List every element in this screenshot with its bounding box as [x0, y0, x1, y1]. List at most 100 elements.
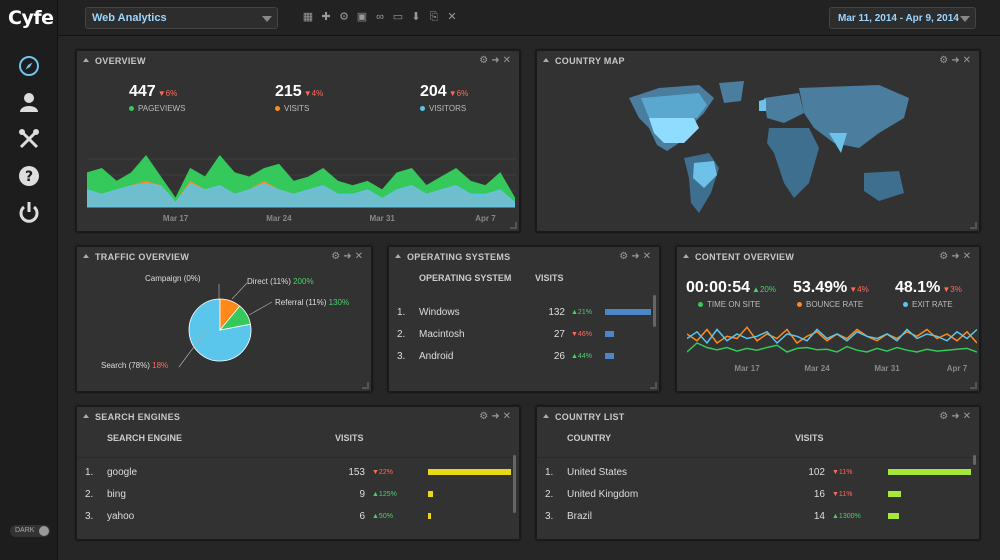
- resize-handle[interactable]: [970, 222, 977, 229]
- x-tick-label: Apr 7: [947, 364, 968, 373]
- table-row[interactable]: 2. Macintosh 27 ▼46%: [389, 325, 659, 347]
- download-icon[interactable]: ⬇: [411, 11, 421, 23]
- resize-handle[interactable]: [510, 222, 517, 229]
- widget-header: COUNTRY MAP: [537, 51, 979, 71]
- metric-change: ▼4%: [303, 89, 324, 98]
- add-icon[interactable]: ✚: [321, 11, 331, 23]
- dashboard-select[interactable]: Web Analytics: [85, 7, 278, 29]
- metric-value: 204: [420, 83, 447, 100]
- widget-title: COUNTRY LIST: [555, 412, 625, 422]
- widget-controls[interactable]: ⚙➜✕: [939, 411, 974, 422]
- metric-label: PAGEVIEWS: [138, 104, 186, 113]
- table-row[interactable]: 1. United States 102 ▼11%: [537, 463, 979, 485]
- grid-icon[interactable]: ▦: [302, 11, 314, 23]
- resize-handle[interactable]: [362, 382, 369, 389]
- visits-bar: [888, 491, 901, 497]
- collapse-icon[interactable]: [395, 254, 401, 258]
- legend-dot: [797, 302, 802, 308]
- pageviews-metric: 447 ▼6% PAGEVIEWS: [129, 83, 185, 113]
- table-row[interactable]: 3. Android 26 ▲44%: [389, 347, 659, 369]
- tools-icon[interactable]: [18, 128, 40, 150]
- date-range-picker[interactable]: Mar 11, 2014 - Apr 9, 2014: [829, 7, 976, 29]
- widget-controls[interactable]: ⚙➜✕: [479, 411, 514, 422]
- image-icon[interactable]: ▣: [356, 11, 368, 23]
- table-row[interactable]: 1. google 153 ▼22%: [77, 463, 519, 485]
- series-line-bounce-rate: [687, 326, 977, 345]
- x-tick-label: Mar 31: [370, 214, 396, 223]
- dark-mode-toggle[interactable]: DARK: [10, 525, 50, 537]
- table-row[interactable]: 2. United Kingdom 16 ▼11%: [537, 485, 979, 507]
- widget-header: CONTENT OVERVIEW: [677, 247, 979, 267]
- column-header: VISITS: [535, 273, 564, 283]
- pie-label-search: Search (78%) 18%: [101, 361, 169, 370]
- pie-slice-0: [188, 298, 252, 362]
- legend-dot: [420, 106, 425, 112]
- metric-label: VISITS: [284, 104, 310, 113]
- x-tick-label: Mar 31: [874, 364, 900, 373]
- x-tick-label: Mar 17: [163, 214, 189, 223]
- map-africa: [767, 128, 819, 198]
- table-row[interactable]: 3. Brazil 14 ▲1300%: [537, 507, 979, 521]
- widget-controls[interactable]: ⚙➜✕: [939, 55, 974, 66]
- metric-label: TIME ON SITE: [707, 300, 761, 309]
- metric-change: ▼4%: [849, 285, 869, 294]
- cyfe-logo: Cyfe: [8, 7, 54, 29]
- visits-bar: [888, 469, 971, 475]
- scrollbar[interactable]: [973, 455, 976, 465]
- power-icon[interactable]: [18, 201, 40, 223]
- widget-controls[interactable]: ⚙➜✕: [331, 251, 366, 262]
- column-header: COUNTRY: [567, 433, 612, 443]
- visits-bar: [888, 513, 899, 519]
- collapse-icon[interactable]: [543, 58, 549, 62]
- link-icon[interactable]: ∞: [376, 11, 384, 23]
- resize-handle[interactable]: [970, 382, 977, 389]
- widget-title: CONTENT OVERVIEW: [695, 252, 795, 262]
- gear-icon[interactable]: ⚙: [339, 11, 349, 23]
- metric-change: ▼6%: [157, 89, 178, 98]
- collapse-icon[interactable]: [83, 414, 89, 418]
- collapse-icon[interactable]: [543, 414, 549, 418]
- overview-area-chart: Mar 17 Mar 24 Mar 31 Apr 7: [87, 154, 515, 223]
- scrollbar[interactable]: [513, 455, 516, 513]
- metric-label: BOUNCE RATE: [806, 300, 864, 309]
- close-icon[interactable]: ✕: [447, 11, 457, 23]
- help-icon[interactable]: ?: [18, 165, 40, 187]
- visits-bar: [605, 331, 614, 337]
- widget-controls[interactable]: ⚙➜✕: [939, 251, 974, 262]
- pie-label-referral: Referral (11%) 130%: [275, 298, 350, 307]
- metric-value: 53.49%: [793, 279, 848, 296]
- series-area-visitors: [87, 182, 515, 208]
- country-map-widget: COUNTRY MAP ⚙➜✕: [536, 50, 980, 232]
- export-icon[interactable]: ⎘: [429, 11, 439, 23]
- widget-controls[interactable]: ⚙➜✕: [479, 55, 514, 66]
- user-icon[interactable]: [18, 91, 40, 113]
- visits-bar: [428, 491, 433, 497]
- collapse-icon[interactable]: [683, 254, 689, 258]
- monitor-icon[interactable]: ▭: [392, 11, 404, 23]
- scrollbar[interactable]: [653, 295, 656, 327]
- table-row[interactable]: 3. yahoo 6 ▲50%: [77, 507, 519, 521]
- table-row[interactable]: 2. bing 9 ▲125%: [77, 485, 519, 507]
- legend-dot: [129, 106, 134, 112]
- compass-icon[interactable]: [18, 55, 40, 77]
- time-on-site-metric: 00:00:54 ▲20% TIME ON SITE: [686, 279, 776, 309]
- date-range-text: Mar 11, 2014 - Apr 9, 2014: [838, 13, 959, 24]
- x-tick-label: Apr 7: [475, 214, 496, 223]
- metric-change: ▼3%: [942, 285, 962, 294]
- column-header: VISITS: [335, 433, 364, 443]
- pie-label-direct: Direct (11%) 200%: [247, 277, 314, 286]
- collapse-icon[interactable]: [83, 58, 89, 62]
- table-row[interactable]: 1. Windows 132 ▲21%: [389, 303, 659, 325]
- operating-systems-widget: OPERATING SYSTEMS ⚙➜✕ OPERATING SYSTEM V…: [388, 246, 660, 392]
- collapse-icon[interactable]: [83, 254, 89, 258]
- widget-controls[interactable]: ⚙➜✕: [619, 251, 654, 262]
- map-canada: [641, 93, 707, 118]
- resize-handle[interactable]: [650, 382, 657, 389]
- column-header: VISITS: [795, 433, 824, 443]
- map-india: [829, 133, 847, 153]
- content-overview-widget: CONTENT OVERVIEW ⚙➜✕ 00:00:54 ▲20% TIME ON…: [676, 246, 980, 392]
- toggle-knob: [39, 526, 49, 536]
- top-bar: Web Analytics ▦ ✚ ⚙ ▣ ∞ ▭ ⬇ ⎘ ✕ Mar 11, …: [58, 0, 1000, 36]
- map-australia: [864, 171, 904, 201]
- column-header: OPERATING SYSTEM: [419, 273, 512, 283]
